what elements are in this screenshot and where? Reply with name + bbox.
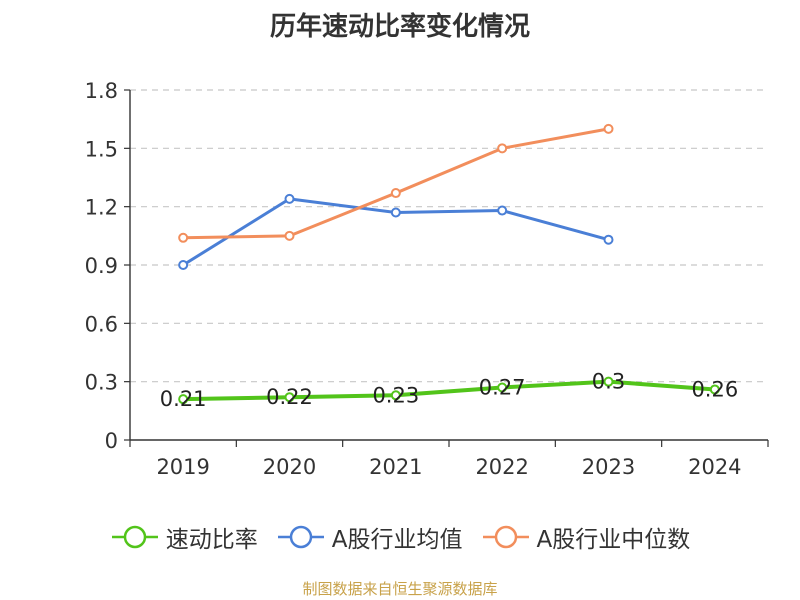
data-labels: 0.21 0.22 0.23 0.27 0.3 0.26 bbox=[160, 370, 738, 412]
data-point bbox=[603, 234, 614, 245]
legend-item-industry-median[interactable]: A股行业中位数 bbox=[481, 520, 691, 554]
y-tick-label: 1.8 bbox=[85, 79, 118, 103]
y-tick-label: 1.5 bbox=[85, 137, 118, 161]
y-tick-label: 0.9 bbox=[85, 254, 118, 278]
legend-label-industry-median: A股行业中位数 bbox=[536, 527, 691, 553]
data-point bbox=[178, 394, 189, 405]
data-point bbox=[603, 123, 614, 134]
y-tick-label: 0 bbox=[105, 429, 118, 453]
data-point bbox=[390, 390, 401, 401]
data-point bbox=[603, 376, 614, 387]
data-label: 0.22 bbox=[266, 385, 313, 409]
x-tick-label: 2022 bbox=[475, 455, 528, 479]
axes: 0 0.3 0.6 0.9 1.2 1.5 1.8 2019 2020 2021 2022 2023 2… bbox=[85, 79, 769, 479]
series-lines bbox=[178, 123, 720, 405]
x-tick-label: 2024 bbox=[688, 455, 741, 479]
source-note: 制图数据来自恒生聚源数据库 bbox=[302, 580, 498, 598]
legend-swatch-quick-ratio bbox=[111, 525, 158, 549]
data-point bbox=[284, 230, 295, 241]
legend-swatch-marker bbox=[123, 525, 147, 549]
data-label: 0.3 bbox=[592, 370, 625, 394]
series-line bbox=[181, 379, 717, 402]
data-point bbox=[497, 143, 508, 154]
y-tick-label: 0.6 bbox=[85, 312, 118, 336]
grid-lines bbox=[130, 89, 768, 383]
legend-swatch-industry-median bbox=[482, 525, 529, 549]
legend-swatch-marker bbox=[494, 525, 517, 549]
data-point bbox=[390, 207, 401, 218]
data-point bbox=[178, 260, 189, 270]
legend: 速动比率 A股行业均值 A股行业中位数 bbox=[0, 519, 800, 555]
legend-swatch-marker bbox=[289, 525, 313, 549]
data-point bbox=[284, 193, 295, 204]
data-point bbox=[497, 382, 508, 393]
data-point bbox=[709, 384, 720, 395]
legend-label-quick-ratio: 速动比率 bbox=[165, 527, 258, 553]
data-label: 0.26 bbox=[691, 377, 738, 401]
y-tick-label: 0.3 bbox=[85, 371, 118, 395]
legend-swatch-industry-mean bbox=[277, 525, 324, 549]
x-tick-label: 2019 bbox=[156, 455, 209, 479]
data-point bbox=[178, 232, 189, 243]
x-tick-label: 2023 bbox=[582, 455, 635, 479]
x-tick-label: 2021 bbox=[369, 455, 422, 479]
data-label: 0.23 bbox=[372, 383, 419, 407]
data-point bbox=[497, 205, 508, 216]
data-label: 0.27 bbox=[479, 376, 526, 400]
data-label: 0.21 bbox=[160, 387, 207, 411]
data-point bbox=[390, 188, 401, 199]
legend-item-industry-mean[interactable]: A股行业均值 bbox=[276, 520, 463, 554]
x-tick-label: 2020 bbox=[263, 455, 316, 479]
legend-label-industry-mean: A股行业均值 bbox=[331, 527, 463, 553]
y-tick-label: 1.2 bbox=[85, 196, 118, 220]
legend-item-quick-ratio[interactable]: 速动比率 bbox=[110, 520, 258, 554]
chart-title: 历年速动比率变化情况 bbox=[269, 12, 530, 42]
data-point bbox=[284, 392, 295, 403]
